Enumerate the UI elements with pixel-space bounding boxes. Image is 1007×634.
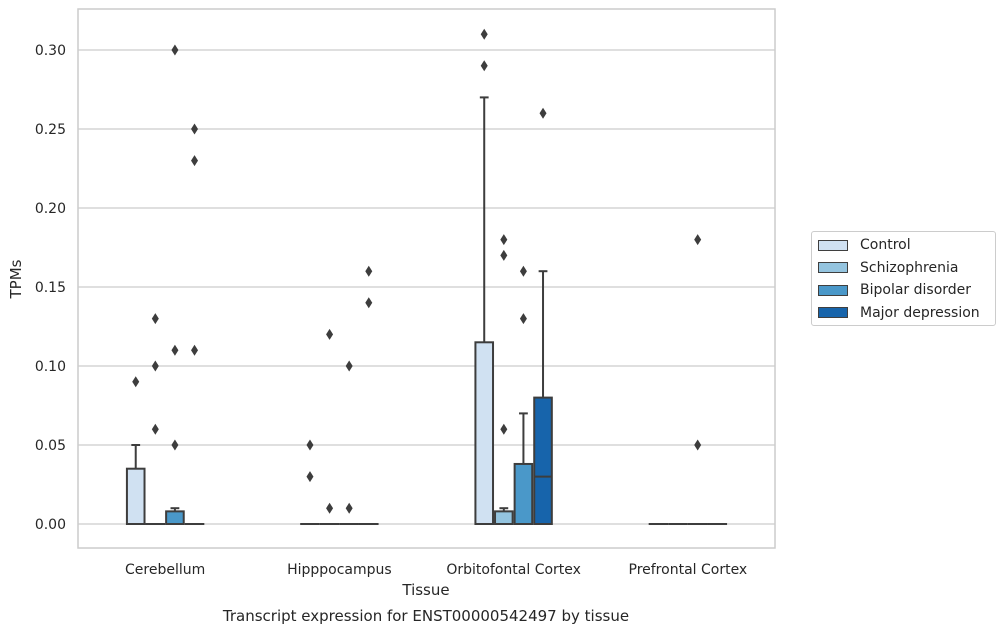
y-tick-label: 0.00 (35, 517, 66, 533)
box-control (125, 376, 146, 526)
y-tick-label: 0.10 (35, 359, 66, 375)
grid-lines (78, 49, 775, 525)
outlier-point (365, 297, 373, 309)
x-tick-label: Prefrontal Cortex (629, 562, 748, 578)
box-groups (125, 28, 728, 526)
outlier-point (151, 360, 159, 372)
legend-label: Bipolar disorder (860, 282, 972, 298)
box (513, 462, 534, 525)
outlier-point (365, 265, 373, 277)
y-tick-label: 0.25 (35, 122, 66, 138)
box-bipolar-disorder (687, 234, 708, 526)
legend-item: Bipolar disorder (818, 280, 971, 300)
legend: Control Schizophrenia Bipolar disorder Majo… (811, 231, 996, 326)
legend-swatch (818, 284, 848, 296)
plot-frame (77, 8, 776, 549)
outlier-point (500, 249, 508, 261)
y-tick-labels: 0.00 0.05 0.10 0.15 0.20 0.25 0.30 (35, 43, 66, 533)
box (474, 341, 495, 525)
legend-swatch (818, 307, 848, 318)
outlier-point (694, 234, 702, 246)
box (125, 467, 146, 526)
outlier-point (519, 265, 527, 277)
box-schizophrenia (319, 328, 340, 526)
category-group (648, 234, 728, 526)
outlier-point (171, 344, 179, 356)
outlier-point (539, 107, 547, 119)
x-axis-label: Tissue (401, 581, 449, 599)
legend-label: Major depression (860, 304, 980, 321)
y-tick-label: 0.20 (35, 201, 66, 217)
outlier-point (306, 471, 314, 483)
box-schizophrenia (494, 234, 514, 525)
category-group (474, 28, 553, 526)
outlier-point (191, 123, 199, 135)
box-bipolar-disorder (513, 265, 534, 525)
box-major-depression (184, 123, 205, 526)
outlier-point (132, 376, 140, 388)
legend-swatch (818, 262, 848, 273)
y-tick-label: 0.05 (35, 438, 66, 454)
outlier-point (326, 328, 334, 340)
legend-item: Major depression (818, 303, 980, 323)
box (165, 510, 185, 525)
outlier-point (306, 439, 314, 451)
outlier-point (151, 423, 159, 435)
outlier-point (191, 155, 199, 167)
y-tick-label: 0.15 (35, 280, 66, 296)
y-axis-label: TPMs (7, 259, 25, 299)
box-control (300, 439, 320, 526)
legend-label: Control (860, 237, 911, 253)
x-tick-label: Cerebellum (125, 562, 205, 578)
box-major-depression (533, 107, 553, 526)
box (533, 396, 553, 526)
category-group (125, 44, 205, 526)
legend-label: Schizophrenia (860, 259, 959, 276)
outlier-point (519, 313, 527, 325)
chart-caption: Transcript expression for ENST0000054249… (222, 607, 630, 625)
outlier-point (500, 234, 508, 246)
legend-swatch (818, 239, 848, 251)
outlier-point (171, 439, 179, 451)
box-control (474, 28, 495, 525)
legend-item: Control (818, 235, 911, 255)
outlier-point (151, 313, 159, 325)
box-schizophrenia (145, 313, 166, 526)
x-tick-labels: Cerebellum Hipppocampus Orbitofontal Corte… (125, 562, 747, 578)
outlier-point (500, 423, 508, 435)
outlier-point (345, 360, 353, 372)
y-tick-label: 0.30 (35, 43, 66, 59)
legend-item: Schizophrenia (818, 258, 958, 278)
box-bipolar-disorder (165, 44, 185, 525)
outlier-point (326, 502, 334, 514)
outlier-point (171, 44, 179, 56)
box (494, 510, 514, 525)
outlier-point (694, 439, 702, 451)
outlier-point (480, 28, 488, 40)
outlier-point (480, 60, 488, 72)
outlier-point (345, 502, 353, 514)
category-group (300, 265, 379, 526)
box-major-depression (358, 265, 379, 526)
x-tick-label: Orbitofontal Cortex (446, 562, 581, 578)
x-tick-label: Hipppocampus (287, 562, 392, 578)
box-bipolar-disorder (339, 360, 359, 526)
outlier-point (191, 344, 199, 356)
